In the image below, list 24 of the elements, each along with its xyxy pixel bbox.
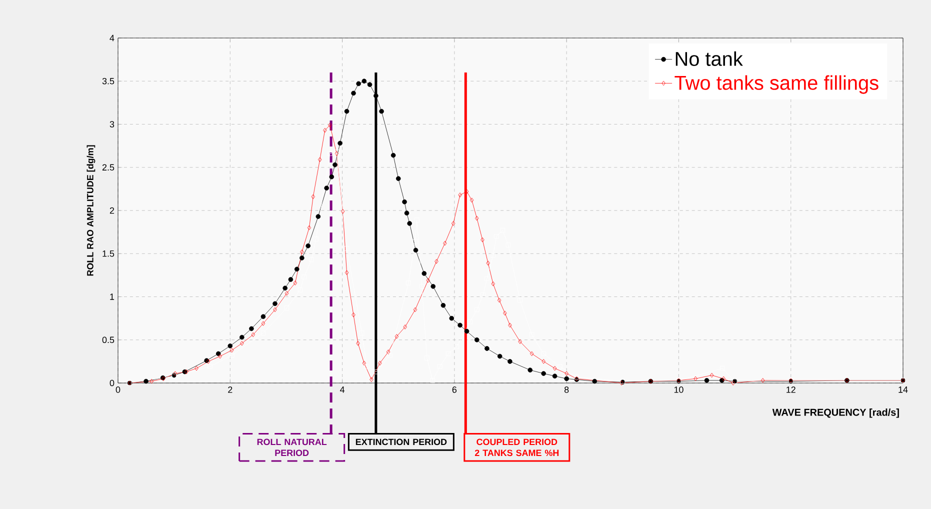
- y-tick-label: 0.5: [102, 336, 114, 344]
- y-tick-label: 2: [110, 207, 114, 214]
- y-tick-label: 1: [110, 294, 114, 300]
- ref-line-label: EXTINCTION PERIOD: [356, 438, 447, 446]
- y-tick-label: 3: [110, 121, 114, 128]
- x-tick-label: 12: [786, 386, 796, 393]
- legend-label: Two tanks same fillings: [674, 75, 878, 94]
- x-tick-label: 4: [340, 386, 345, 393]
- legend-label: No tank: [676, 51, 743, 66]
- y-axis-title: ROLL RAO AMPLITUDE [dg/m]: [86, 145, 96, 276]
- y-tick-label: 2.5: [102, 164, 114, 171]
- x-tick-label: 14: [898, 386, 908, 393]
- y-tick-label: 3.5: [102, 78, 114, 84]
- x-tick-label: 2: [228, 386, 232, 393]
- x-tick-label: 6: [452, 386, 457, 393]
- y-tick-label: 1.5: [102, 250, 114, 257]
- x-tick-label: 10: [674, 386, 684, 393]
- ref-line-label: ROLL NATURAL PERIOD: [257, 438, 327, 456]
- y-tick-label: 4: [110, 34, 114, 42]
- x-tick-label: 0: [116, 386, 120, 393]
- y-tick-label: 0: [110, 380, 114, 386]
- ref-line-label: COUPLED PERIOD 2 TANKS SAME %H: [474, 438, 559, 456]
- x-tick-label: 8: [564, 386, 569, 393]
- x-axis-title: WAVE FREQUENCY [rad/s]: [772, 408, 899, 418]
